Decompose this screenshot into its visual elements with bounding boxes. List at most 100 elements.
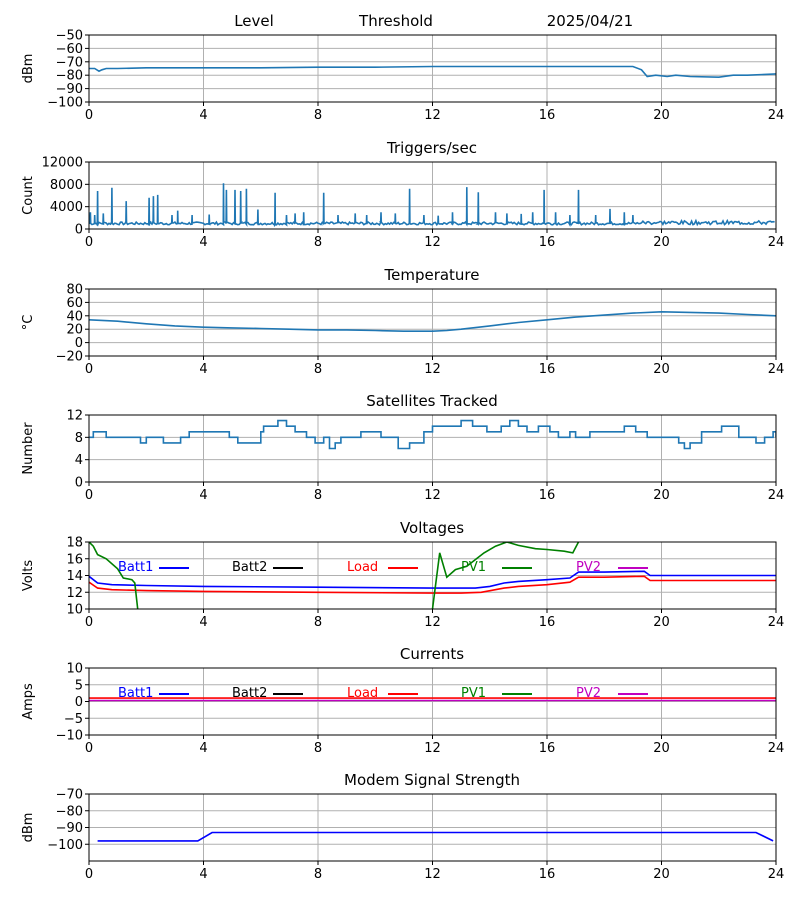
y-tick-label: 4	[75, 453, 83, 468]
temperature-axes-frame	[88, 288, 777, 357]
x-tick-label: 4	[199, 362, 207, 377]
x-tick-label: 0	[85, 235, 93, 250]
x-tick-label: 0	[85, 108, 93, 123]
y-tick-label: 10	[66, 662, 83, 677]
voltages-series-group	[89, 542, 776, 609]
satellites-panel: Satellites Tracked 0 4 8 12 16 20 24 0 4 8 12 Number	[21, 392, 784, 503]
satellites-series-line	[89, 419, 776, 450]
threshold-label: Threshold	[358, 12, 433, 30]
x-tick-label: 20	[653, 488, 670, 503]
triggers-series-group	[89, 183, 775, 228]
x-tick-label: 12	[424, 615, 441, 630]
satellites-title: Satellites Tracked	[366, 392, 497, 410]
x-tick-label: 24	[768, 488, 785, 503]
y-tick-label: −90	[56, 82, 83, 97]
y-tick-label: 8	[75, 431, 83, 446]
temperature-series-group	[89, 310, 776, 332]
level-ylabel: dBm	[21, 54, 36, 84]
x-tick-label: 8	[314, 235, 322, 250]
y-tick-label: 60	[66, 296, 83, 311]
temperature-title: Temperature	[383, 266, 479, 284]
x-tick-label: 0	[85, 488, 93, 503]
y-tick-label: 14	[66, 569, 83, 584]
triggers-ylabel: Count	[21, 176, 36, 215]
x-tick-label: 16	[539, 235, 556, 250]
level-axes-frame	[88, 34, 777, 103]
temperature-series-line	[89, 310, 776, 332]
x-tick-label: 12	[424, 108, 441, 123]
y-tick-label: 0	[75, 336, 83, 351]
y-tick-label: −10	[56, 729, 83, 744]
date-label: 2025/04/21	[547, 12, 633, 30]
legend-entry: PV2	[576, 686, 601, 701]
voltages-ylabel: Volts	[21, 560, 36, 592]
x-tick-label: 4	[199, 867, 207, 882]
modem-axes-frame	[88, 793, 777, 862]
voltages-title: Voltages	[400, 519, 464, 537]
x-tick-label: 0	[85, 867, 93, 882]
legend-entry: Load	[347, 560, 378, 575]
y-tick-label: 16	[66, 552, 83, 567]
y-tick-label: 12	[66, 586, 83, 601]
voltages-load-line	[89, 575, 776, 594]
x-tick-label: 16	[539, 108, 556, 123]
level-series-line	[89, 65, 776, 79]
x-tick-label: 12	[424, 488, 441, 503]
y-tick-label: 8000	[50, 178, 83, 193]
x-tick-label: 24	[768, 108, 785, 123]
y-tick-label: 12	[66, 409, 83, 424]
x-tick-label: 4	[199, 235, 207, 250]
x-tick-label: 16	[539, 867, 556, 882]
level-series-group	[89, 65, 776, 79]
legend-entry: Load	[347, 686, 378, 701]
y-tick-label: 0	[75, 223, 83, 238]
triggers-panel: Triggers/sec 0 4 8 12 16 20 24 0 4000 8000 12000 Cou…	[21, 139, 784, 250]
x-tick-label: 8	[314, 108, 322, 123]
legend-entry: Batt1	[118, 686, 153, 701]
y-tick-label: −100	[47, 96, 83, 111]
x-tick-label: 4	[199, 741, 207, 756]
modem-title: Modem Signal Strength	[344, 771, 520, 789]
x-tick-label: 20	[653, 741, 670, 756]
voltages-batt1-line	[89, 570, 776, 589]
x-tick-label: 4	[199, 108, 207, 123]
currents-legend: Batt1 Batt2 Load PV1 PV2	[118, 686, 648, 701]
x-tick-label: 20	[653, 108, 670, 123]
x-tick-label: 12	[424, 362, 441, 377]
y-tick-label: 18	[66, 536, 83, 551]
legend-entry: PV2	[576, 560, 601, 575]
x-tick-label: 12	[424, 867, 441, 882]
y-tick-label: 80	[66, 283, 83, 298]
y-tick-label: −100	[47, 838, 83, 853]
x-tick-label: 8	[314, 741, 322, 756]
y-tick-label: −80	[56, 69, 83, 84]
legend-entry: PV1	[461, 560, 486, 575]
x-tick-label: 0	[85, 615, 93, 630]
currents-ylabel: Amps	[21, 683, 36, 720]
x-tick-label: 24	[768, 615, 785, 630]
panels: 0 4 8 12 16 20 24−100−90−80−70−60−50dBmTrigger…	[21, 29, 784, 883]
satellites-ylabel: Number	[21, 422, 36, 475]
level-panel: 0 4 8 12 16 20 24 −100−90−80−70−60−50 dBm	[21, 29, 784, 124]
x-tick-label: 8	[314, 362, 322, 377]
x-tick-label: 20	[653, 235, 670, 250]
legend-entry: Batt2	[232, 560, 267, 575]
x-tick-label: 20	[653, 362, 670, 377]
y-tick-label: 12000	[42, 156, 83, 171]
currents-axes-frame	[88, 667, 777, 736]
modem-series-group	[97, 831, 774, 842]
y-tick-label: −50	[56, 29, 83, 44]
level-label: Level	[234, 12, 274, 30]
triggers-axes-frame	[88, 161, 777, 230]
y-tick-label: −70	[56, 788, 83, 803]
x-tick-label: 4	[199, 488, 207, 503]
triggers-series-line	[89, 183, 775, 228]
legend-entry: PV1	[461, 686, 486, 701]
x-tick-label: 8	[314, 867, 322, 882]
y-tick-label: 0	[75, 695, 83, 710]
y-tick-label: −70	[56, 55, 83, 70]
